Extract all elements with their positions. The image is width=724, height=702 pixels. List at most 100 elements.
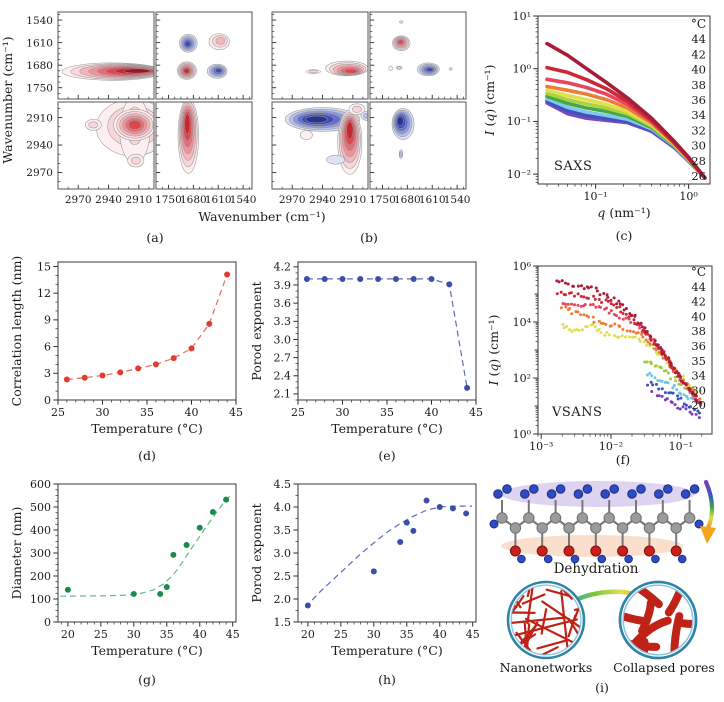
- svg-text:2.7: 2.7: [274, 351, 292, 364]
- svg-text:30: 30: [96, 406, 110, 419]
- svg-text:2970: 2970: [65, 194, 92, 206]
- svg-text:1540: 1540: [444, 194, 471, 206]
- svg-text:1680: 1680: [180, 194, 207, 206]
- svg-text:25: 25: [94, 628, 108, 641]
- svg-text:1610: 1610: [419, 194, 446, 206]
- panel-e-caption: (e): [378, 448, 396, 463]
- svg-text:36: 36: [691, 93, 706, 107]
- panel-a-caption: (a): [146, 230, 164, 245]
- svg-text:45: 45: [226, 628, 240, 641]
- svg-text:30: 30: [691, 383, 706, 397]
- svg-text:3.3: 3.3: [274, 315, 292, 328]
- svg-text:44: 44: [691, 280, 706, 294]
- svg-text:Temperature (°C): Temperature (°C): [331, 643, 442, 658]
- svg-text:40: 40: [425, 406, 439, 419]
- panel-i-schematic: Dehydration Nanonetworks Collapsed pores…: [488, 474, 724, 702]
- svg-text:26: 26: [691, 169, 706, 183]
- svg-text:40: 40: [691, 309, 706, 323]
- svg-text:30: 30: [691, 139, 706, 153]
- svg-text:1680: 1680: [26, 60, 53, 72]
- svg-text:20: 20: [691, 398, 706, 412]
- svg-text:10⁻¹: 10⁻¹: [507, 115, 531, 128]
- svg-text:30: 30: [336, 406, 350, 419]
- svg-text:1680: 1680: [394, 194, 421, 206]
- svg-text:35: 35: [691, 354, 706, 368]
- svg-text:2940: 2940: [95, 194, 122, 206]
- svg-text:2.4: 2.4: [274, 370, 292, 383]
- svg-text:38: 38: [691, 78, 706, 92]
- svg-text:Porod exponent: Porod exponent: [249, 281, 264, 380]
- panel-g-caption: (g): [138, 672, 156, 687]
- svg-text:2940: 2940: [26, 140, 53, 152]
- panel-e-porod-exponent: 25 30 35 40 45 2.1 2.4 2.7 3.0 3.3 3.6 3.9 4.2 Temper…: [248, 250, 486, 472]
- svg-text:35: 35: [160, 628, 174, 641]
- panel-i-caption: (i): [595, 680, 609, 695]
- svg-text:2970: 2970: [279, 194, 306, 206]
- svg-text:I (q) (cm⁻¹): I (q) (cm⁻¹): [482, 65, 497, 137]
- svg-text:1750: 1750: [369, 194, 396, 206]
- svg-text:35: 35: [400, 628, 414, 641]
- svg-text:10¹: 10¹: [513, 10, 531, 23]
- svg-text:3.6: 3.6: [274, 297, 292, 310]
- panel-d-correlation-length: 25 30 35 40 45 0 3 6 9 12 15 Temperature (°C) Correl…: [8, 250, 246, 472]
- saxs-label: SAXS: [554, 159, 592, 174]
- vsans-label: VSANS: [551, 405, 602, 420]
- panel-d-caption: (d): [138, 448, 156, 463]
- svg-text:3.0: 3.0: [274, 333, 292, 346]
- svg-text:10⁻¹: 10⁻¹: [669, 440, 693, 452]
- svg-text:2910: 2910: [125, 194, 152, 206]
- panel-c-caption: (c): [615, 228, 633, 243]
- svg-text:1540: 1540: [230, 194, 257, 206]
- svg-text:9: 9: [44, 314, 51, 327]
- svg-text:25: 25: [291, 406, 305, 419]
- svg-text:200: 200: [30, 570, 51, 583]
- svg-text:10⁻³: 10⁻³: [529, 440, 553, 452]
- svg-text:1540: 1540: [26, 15, 53, 27]
- svg-text:0: 0: [44, 394, 51, 407]
- svg-text:10⁶: 10⁶: [513, 260, 532, 273]
- svg-text:20: 20: [61, 628, 75, 641]
- svg-text:1610: 1610: [26, 37, 53, 49]
- svg-text:25: 25: [51, 406, 65, 419]
- dehydration-label: Dehydration: [554, 561, 639, 577]
- svg-text:3: 3: [44, 367, 51, 380]
- svg-text:4.0: 4.0: [274, 501, 292, 514]
- nanonetworks-label: Nanonetworks: [499, 660, 593, 675]
- svg-text:Porod exponent: Porod exponent: [249, 503, 264, 602]
- svg-text:10⁰: 10⁰: [513, 428, 532, 441]
- panel-f-caption: (f): [615, 452, 631, 467]
- panel-g-diameter: 20 25 30 35 40 45 0 100 200 300 400 500 600 Temperatu…: [8, 472, 246, 702]
- svg-text:400: 400: [30, 524, 51, 537]
- svg-text:Temperature (°C): Temperature (°C): [331, 421, 442, 436]
- svg-text:20: 20: [301, 628, 315, 641]
- svg-text:10²: 10²: [513, 372, 531, 385]
- panel-g-plot: 20 25 30 35 40 45 0 100 200 300 400 500 600 Temperatu…: [9, 478, 240, 658]
- svg-text:300: 300: [30, 547, 51, 560]
- svg-text:45: 45: [229, 406, 243, 419]
- svg-text:25: 25: [334, 628, 348, 641]
- svg-text:10⁻¹: 10⁻¹: [584, 190, 608, 203]
- svg-text:q (nm⁻¹): q (nm⁻¹): [597, 205, 650, 220]
- svg-text:15: 15: [37, 260, 51, 273]
- svg-text:1750: 1750: [26, 82, 53, 94]
- svg-text:Wavenumber (cm⁻¹): Wavenumber (cm⁻¹): [198, 209, 325, 224]
- svg-text:40: 40: [691, 63, 706, 77]
- svg-text:35: 35: [380, 406, 394, 419]
- svg-text:2.0: 2.0: [274, 593, 292, 606]
- svg-text:1610: 1610: [205, 194, 232, 206]
- svg-text:42: 42: [691, 47, 706, 61]
- svg-text:42: 42: [691, 295, 706, 309]
- svg-text:44: 44: [691, 32, 706, 46]
- svg-text:12: 12: [37, 287, 51, 300]
- svg-text:28: 28: [691, 154, 706, 168]
- svg-text:2970: 2970: [26, 167, 53, 179]
- svg-text:I (q) (cm⁻¹): I (q) (cm⁻¹): [486, 315, 501, 387]
- svg-text:10⁻²: 10⁻²: [507, 168, 531, 181]
- svg-text:2.5: 2.5: [274, 570, 292, 583]
- schematic-labels: Nanonetworks Collapsed pores: [488, 660, 724, 675]
- svg-text:45: 45: [466, 628, 480, 641]
- svg-text:32: 32: [691, 123, 706, 137]
